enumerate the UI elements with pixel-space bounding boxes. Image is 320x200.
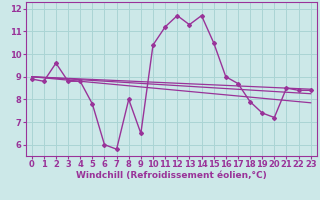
X-axis label: Windchill (Refroidissement éolien,°C): Windchill (Refroidissement éolien,°C) bbox=[76, 171, 267, 180]
